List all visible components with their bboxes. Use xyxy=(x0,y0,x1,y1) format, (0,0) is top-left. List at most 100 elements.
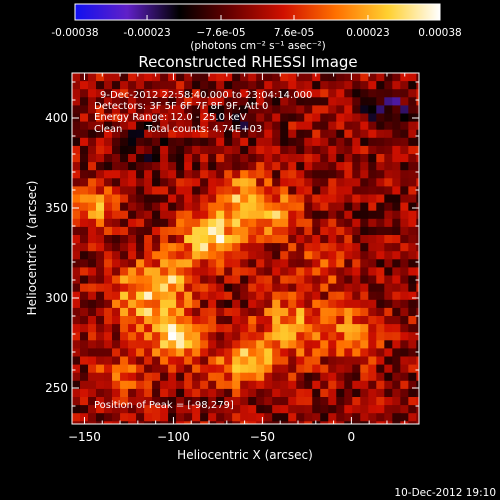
heatmap-cell xyxy=(120,413,129,422)
heatmap-cell xyxy=(152,259,161,268)
heatmap-cell xyxy=(112,397,121,406)
heatmap-cell xyxy=(280,202,289,212)
heatmap-cell xyxy=(96,356,105,366)
heatmap-cell xyxy=(192,380,201,390)
heatmap-cell xyxy=(384,405,393,414)
heatmap-cell xyxy=(336,235,345,244)
heatmap-cell xyxy=(328,89,337,98)
heatmap-cell xyxy=(400,226,409,236)
heatmap-cell xyxy=(352,364,361,374)
heatmap-cell xyxy=(416,97,419,106)
heatmap-cell xyxy=(320,170,329,179)
heatmap-cell xyxy=(416,340,419,349)
heatmap-cell xyxy=(368,380,377,390)
heatmap-cell xyxy=(352,105,361,115)
heatmap-cell xyxy=(96,137,105,147)
heatmap-cell xyxy=(336,267,345,277)
heatmap-cell xyxy=(400,89,409,98)
heatmap-cell xyxy=(304,421,313,424)
heatmap-cell xyxy=(96,170,105,179)
heatmap-cell xyxy=(80,113,89,123)
heatmap-cell xyxy=(88,89,97,98)
heatmap-cell xyxy=(280,210,289,220)
heatmap-cell xyxy=(320,162,329,171)
heatmap-cell xyxy=(96,291,105,301)
heatmap-cell xyxy=(312,259,321,268)
heatmap-cell xyxy=(88,299,97,309)
heatmap-cell xyxy=(384,340,393,349)
heatmap-cell xyxy=(224,210,233,220)
heatmap-cell xyxy=(320,194,329,204)
heatmap-cell xyxy=(312,372,321,382)
info-method: Clean xyxy=(94,124,122,135)
heatmap-cell xyxy=(368,235,377,244)
heatmap-cell xyxy=(176,316,185,325)
heatmap-cell xyxy=(392,105,401,115)
heatmap-cell xyxy=(88,202,97,212)
heatmap-cell xyxy=(96,324,105,333)
heatmap-cell xyxy=(416,226,419,236)
heatmap-cell xyxy=(72,388,81,398)
colorbar-tick-label: 0.00038 xyxy=(418,27,461,39)
heatmap-cell xyxy=(192,340,201,349)
heatmap-cell xyxy=(256,275,265,285)
heatmap-cell xyxy=(152,154,161,163)
heatmap-cell xyxy=(384,226,393,236)
heatmap-cell xyxy=(376,397,385,406)
heatmap-cell xyxy=(360,81,369,90)
heatmap-cell xyxy=(296,243,305,252)
heatmap-cell xyxy=(376,348,385,358)
heatmap-cell xyxy=(280,243,289,252)
heatmap-cell xyxy=(144,186,153,196)
heatmap-cell xyxy=(120,275,129,285)
heatmap-cell xyxy=(400,356,409,366)
heatmap-cell xyxy=(208,81,217,90)
heatmap-cell xyxy=(280,137,289,147)
heatmap-cell xyxy=(120,226,129,236)
heatmap-cell xyxy=(184,332,193,341)
heatmap-cell xyxy=(352,307,361,317)
heatmap-cell xyxy=(136,97,145,106)
heatmap-cell xyxy=(128,113,137,123)
heatmap-cell xyxy=(264,388,273,398)
heatmap-cell xyxy=(192,145,201,155)
heatmap-cell xyxy=(160,397,169,406)
heatmap-cell xyxy=(288,243,297,252)
heatmap-cell xyxy=(328,210,337,220)
heatmap-cell xyxy=(88,226,97,236)
heatmap-cell xyxy=(128,348,137,358)
heatmap-cell xyxy=(104,397,113,406)
heatmap-cell xyxy=(144,388,153,398)
heatmap-cell xyxy=(392,397,401,406)
heatmap-cell xyxy=(288,170,297,179)
heatmap-cell xyxy=(296,235,305,244)
heatmap-cell xyxy=(152,113,161,123)
heatmap-cell xyxy=(176,202,185,212)
heatmap-cell xyxy=(360,243,369,252)
heatmap-cell xyxy=(80,194,89,204)
heatmap-cell xyxy=(408,421,417,424)
heatmap-cell xyxy=(224,267,233,277)
heatmap-cell xyxy=(248,89,257,98)
heatmap-cell xyxy=(376,121,385,131)
heatmap-cell xyxy=(112,356,121,366)
heatmap-cell xyxy=(248,218,257,228)
heatmap-cell xyxy=(328,332,337,341)
heatmap-cell xyxy=(168,137,177,147)
heatmap-cell xyxy=(360,73,369,82)
heatmap-cell xyxy=(368,324,377,333)
heatmap-cell xyxy=(112,251,121,260)
heatmap-cell xyxy=(296,307,305,317)
heatmap-cell xyxy=(336,226,345,236)
heatmap-cell xyxy=(392,137,401,147)
heatmap-cell xyxy=(408,291,417,301)
heatmap-cell xyxy=(256,413,265,422)
heatmap-cell xyxy=(272,89,281,98)
heatmap-cell xyxy=(280,405,289,414)
heatmap-cell xyxy=(328,121,337,131)
heatmap-cell xyxy=(264,372,273,382)
heatmap-cell xyxy=(248,356,257,366)
heatmap-cell xyxy=(200,380,209,390)
heatmap-cell xyxy=(104,413,113,422)
heatmap-cell xyxy=(232,413,241,422)
